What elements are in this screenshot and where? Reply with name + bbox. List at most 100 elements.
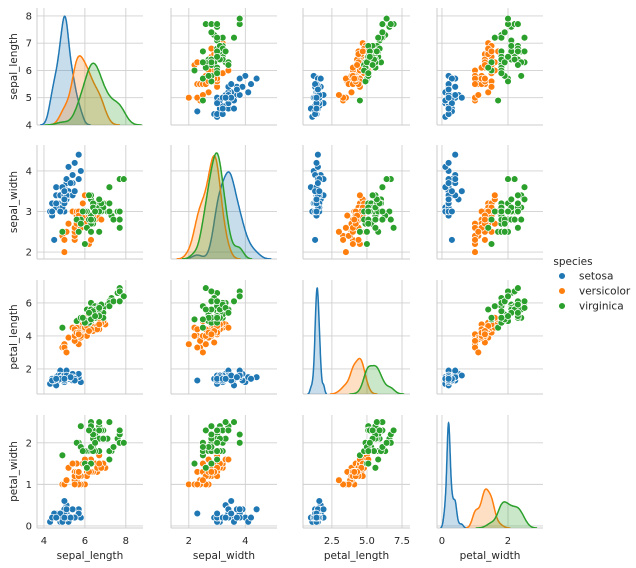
point-virginica xyxy=(382,14,391,23)
point-versicolor xyxy=(62,476,71,484)
point-virginica xyxy=(366,439,374,447)
point-virginica xyxy=(497,207,506,216)
legend-marker-setosa xyxy=(558,272,566,280)
point-virginica xyxy=(213,426,221,435)
y-tick-label: 5 xyxy=(26,93,32,104)
point-virginica xyxy=(373,418,381,426)
point-virginica xyxy=(235,430,244,439)
y-axis-label: sepal_length xyxy=(8,33,20,100)
panel-petal_width-vs-petal_length xyxy=(302,415,410,529)
point-setosa xyxy=(448,74,456,83)
point-setosa xyxy=(247,80,255,88)
point-versicolor xyxy=(471,337,479,345)
point-versicolor xyxy=(481,74,489,83)
point-virginica xyxy=(190,459,199,468)
point-virginica xyxy=(83,464,91,472)
point-virginica xyxy=(95,228,103,236)
point-virginica xyxy=(207,287,216,296)
point-versicolor xyxy=(95,459,103,468)
point-setosa xyxy=(252,74,261,83)
point-virginica xyxy=(520,33,529,42)
point-setosa xyxy=(68,171,77,179)
panel-marks xyxy=(40,15,142,125)
point-virginica xyxy=(81,240,89,248)
point-setosa xyxy=(227,509,235,518)
point-setosa xyxy=(221,375,230,383)
point-setosa xyxy=(235,74,244,83)
point-virginica xyxy=(235,439,244,447)
point-virginica xyxy=(514,309,522,317)
point-versicolor xyxy=(471,248,479,256)
kde-fill-virginica xyxy=(44,63,142,125)
point-virginica xyxy=(364,69,373,77)
point-virginica xyxy=(207,422,216,430)
point-versicolor xyxy=(60,236,69,244)
point-virginica xyxy=(95,304,103,312)
point-virginica xyxy=(221,418,230,426)
point-versicolor xyxy=(64,333,73,342)
point-virginica xyxy=(91,312,99,320)
point-virginica xyxy=(504,175,512,183)
point-virginica xyxy=(58,323,67,332)
panel-sepal_width-vs-petal_length xyxy=(302,145,410,260)
point-virginica xyxy=(514,284,522,292)
point-virginica xyxy=(230,418,238,426)
kde-line-setosa xyxy=(307,286,328,394)
point-setosa xyxy=(448,236,456,244)
x-axis-label: petal_length xyxy=(324,550,389,562)
point-setosa xyxy=(66,179,75,187)
point-setosa xyxy=(458,371,466,380)
point-setosa xyxy=(52,513,60,522)
y-tick-label: 2 xyxy=(26,364,32,375)
point-versicolor xyxy=(474,228,483,236)
point-setosa xyxy=(233,513,241,522)
point-setosa xyxy=(60,195,69,204)
point-versicolor xyxy=(224,323,233,332)
point-virginica xyxy=(510,215,519,224)
point-virginica xyxy=(105,207,114,216)
point-setosa xyxy=(60,375,69,383)
point-virginica xyxy=(491,302,499,310)
y-tick-label: 1 xyxy=(26,480,32,491)
point-virginica xyxy=(520,195,529,204)
point-setosa xyxy=(77,167,85,175)
point-virginica xyxy=(95,418,103,426)
point-setosa xyxy=(193,509,202,518)
y-tick-label: 8 xyxy=(26,11,32,22)
point-virginica xyxy=(224,309,233,317)
point-setosa xyxy=(60,497,69,505)
point-setosa xyxy=(244,88,252,97)
point-versicolor xyxy=(347,88,356,97)
point-virginica xyxy=(213,69,221,77)
point-setosa xyxy=(64,163,73,171)
point-virginica xyxy=(517,215,525,224)
point-virginica xyxy=(364,207,373,216)
kde-fill-versicolor xyxy=(329,358,378,394)
point-virginica xyxy=(213,33,221,42)
point-setosa xyxy=(314,179,322,187)
point-setosa xyxy=(312,513,321,522)
point-virginica xyxy=(514,191,522,200)
point-setosa xyxy=(444,104,453,113)
point-virginica xyxy=(213,20,221,28)
point-setosa xyxy=(193,107,202,116)
point-virginica xyxy=(87,215,95,224)
x-axis-label: sepal_length xyxy=(57,550,124,562)
point-virginica xyxy=(514,199,522,208)
point-virginica xyxy=(389,224,398,232)
point-setosa xyxy=(458,93,466,102)
point-versicolor xyxy=(193,480,202,489)
point-setosa xyxy=(74,150,83,159)
point-virginica xyxy=(514,20,522,28)
point-virginica xyxy=(207,58,216,67)
point-virginica xyxy=(494,96,502,105)
point-versicolor xyxy=(62,348,71,357)
point-versicolor xyxy=(335,228,343,236)
kde-line-virginica xyxy=(475,501,538,528)
point-virginica xyxy=(105,455,114,464)
point-setosa xyxy=(444,179,453,187)
point-virginica xyxy=(487,314,496,322)
kde-fill-virginica xyxy=(475,501,537,528)
point-setosa xyxy=(312,159,321,167)
